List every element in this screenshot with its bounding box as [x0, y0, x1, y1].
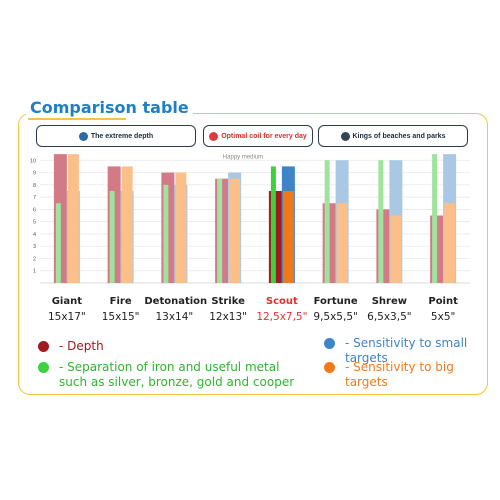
y-tick-label: 4: [33, 232, 36, 238]
y-tick-label: 5: [33, 220, 36, 226]
category-size-label: 13x14": [155, 311, 194, 323]
legend-dot-depth: [38, 341, 49, 352]
y-tick-label: 3: [33, 244, 36, 250]
legend-item-big-targets: - Sensitivity to big targets: [324, 360, 484, 390]
category-label: Strike: [211, 296, 245, 307]
title-underline: [28, 118, 126, 120]
legend-dot-small-targets: [324, 338, 335, 349]
legend-label-separation: - Separation of iron and useful metal su…: [59, 360, 295, 389]
y-tick-label: 1: [33, 269, 36, 275]
bar-separation: [109, 190, 115, 283]
category-label: Giant: [51, 296, 83, 307]
bar-big-targets: [336, 203, 348, 283]
category-label: Detonation: [144, 296, 208, 307]
y-tick-label: 9: [33, 171, 36, 177]
bar-separation: [378, 160, 384, 283]
category-size-label: 12x13": [209, 311, 247, 323]
bar-big-targets: [175, 172, 187, 283]
bar-separation: [217, 178, 223, 283]
bar-big-targets: [67, 154, 79, 283]
legend-item-separation: - Separation of iron and useful metal su…: [38, 360, 298, 390]
group-label-optimal-coil: Optimal coil for every day: [221, 132, 307, 140]
category-label: Shrew: [371, 296, 408, 307]
bar-separation: [270, 166, 276, 283]
y-tick-label: 2: [33, 256, 36, 262]
y-tick-label: 6: [33, 207, 36, 213]
category-size-label: 6,5x3,5": [367, 311, 412, 323]
category-label: Fire: [109, 296, 132, 307]
category-size-label: 5x5": [430, 311, 456, 323]
legend-label-depth: - Depth: [59, 339, 104, 353]
group-kings-of-beaches: Kings of beaches and parks: [318, 125, 468, 147]
legend-dot-separation: [38, 362, 49, 373]
category-size-label: 15x15": [101, 311, 140, 323]
category-size-label: 12,5x7,5": [256, 311, 308, 323]
bar-separation: [163, 184, 169, 283]
bar-separation: [324, 160, 330, 283]
category-label: Scout: [265, 296, 298, 307]
calendar-icon: [209, 131, 219, 141]
bar-separation: [432, 154, 438, 283]
legend-item-depth: - Depth: [38, 339, 218, 354]
legend-label-small-targets: - Sensitivity to small targets: [345, 336, 468, 365]
y-tick-label: 10: [30, 158, 36, 164]
group-optimal-coil: Optimal coil for every day: [203, 125, 313, 147]
legend-label-big-targets: - Sensitivity to big targets: [345, 360, 454, 389]
group-label-kings-of-beaches: Kings of beaches and parks: [352, 132, 446, 140]
category-size-label: 9,5x5,5": [313, 311, 358, 323]
legend-item-small-targets: - Sensitivity to small targets: [324, 336, 484, 366]
camera-icon: [340, 131, 350, 141]
category-label: Point: [428, 296, 458, 307]
bar-big-targets: [282, 190, 294, 283]
happy-medium-annotation: Happy medium: [223, 154, 263, 160]
bar-big-targets: [229, 178, 241, 283]
y-tick-label: 8: [33, 183, 36, 189]
group-label-extreme-depth: The extreme depth: [90, 132, 154, 140]
bar-big-targets: [121, 166, 133, 283]
y-tick-label: 7: [33, 195, 36, 201]
legend-dot-big-targets: [324, 362, 335, 373]
bar-big-targets: [390, 215, 402, 283]
page-title: Comparison table: [26, 98, 193, 118]
category-size-label: 15x17": [47, 311, 86, 323]
bar-separation: [55, 203, 61, 283]
arrow-down-icon: [78, 131, 88, 141]
bar-big-targets: [444, 203, 456, 283]
group-extreme-depth: The extreme depth: [36, 125, 196, 147]
category-label: Fortune: [313, 296, 358, 307]
